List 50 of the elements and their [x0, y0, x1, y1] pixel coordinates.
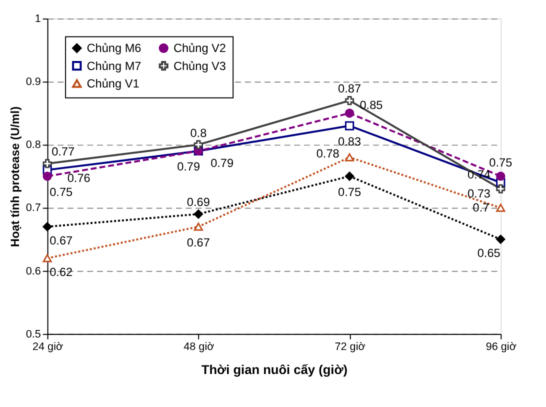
x-tick-label: 72 giờ — [334, 341, 366, 354]
data-label: 0.85 — [360, 98, 384, 112]
data-label: 0.73 — [467, 186, 491, 201]
data-label: 0.77 — [52, 144, 75, 159]
y-tick-label: 0.5 — [26, 328, 41, 340]
legend-label: Chủng M7 — [86, 58, 142, 73]
point — [496, 184, 506, 194]
x-tick-label: 24 giờ — [32, 341, 64, 354]
y-tick-label: 1 — [34, 12, 41, 25]
data-label: 0.75 — [50, 184, 74, 199]
data-label: 0.83 — [338, 134, 362, 148]
data-label: 0.75 — [338, 184, 362, 199]
point — [194, 140, 203, 150]
x-tick-label: 48 giờ — [184, 341, 214, 354]
data-label: 0.8 — [190, 126, 208, 140]
data-label: 0.79 — [177, 160, 200, 174]
data-label: 0.76 — [67, 170, 91, 185]
legend-label: Chủng V3 — [173, 58, 226, 73]
data-label: 0.78 — [316, 146, 340, 160]
y-tick-label: 0.6 — [26, 265, 41, 278]
point — [42, 222, 52, 232]
point — [194, 222, 203, 231]
point — [496, 172, 506, 181]
data-label: 0.87 — [338, 82, 362, 96]
legend-label: Chủng M6 — [86, 41, 142, 56]
legend-label: Chủng V1 — [86, 76, 140, 91]
data-label: 0.69 — [186, 195, 210, 210]
data-label: 0.79 — [210, 156, 234, 170]
data-label: 0.67 — [50, 233, 73, 248]
x-axis-title: Thời gian nuôi cấy (giờ) — [201, 362, 348, 377]
data-label: 0.67 — [186, 235, 210, 250]
x-tick-label: 96 giờ — [486, 341, 516, 354]
point — [194, 210, 203, 219]
point — [42, 172, 52, 181]
y-tick-label: 0.8 — [26, 139, 41, 152]
point — [344, 121, 354, 130]
y-axis-title: Hoạt tính protease (U/ml) — [8, 106, 22, 247]
point — [496, 204, 506, 212]
point — [344, 96, 354, 106]
point — [496, 234, 506, 244]
data-label: 0.7 — [472, 200, 490, 215]
data-label: 0.62 — [50, 264, 73, 279]
point — [344, 153, 354, 162]
point — [344, 172, 354, 181]
data-label: 0.65 — [477, 246, 501, 260]
y-tick-label: 0.9 — [26, 76, 41, 88]
y-tick-label: 0.7 — [26, 202, 41, 214]
point — [344, 108, 354, 118]
data-label: 0.75 — [489, 155, 513, 170]
legend-label: Chủng V2 — [173, 41, 226, 56]
